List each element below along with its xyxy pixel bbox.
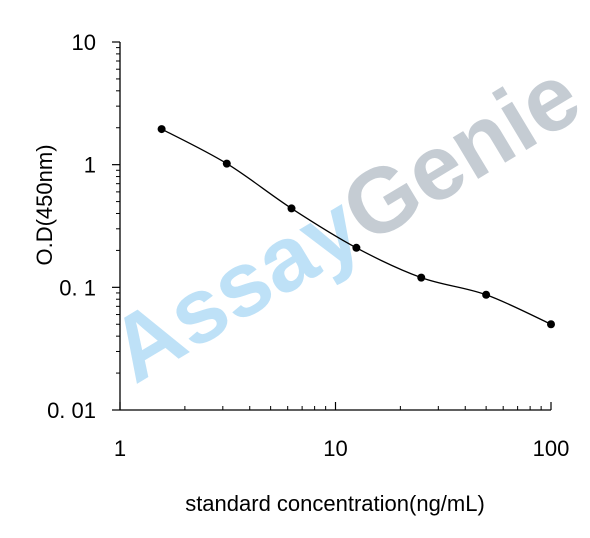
data-point (482, 290, 491, 299)
y-tick-label: 0. 1 (59, 275, 96, 300)
x-tick-label: 1 (114, 436, 126, 461)
data-point (157, 125, 166, 134)
plot-series (157, 125, 555, 329)
x-tick-label: 100 (533, 436, 570, 461)
watermark-text: AssayGenie (93, 43, 590, 402)
axes: 10 1 0. 1 0. 01 1 10 100 (47, 30, 569, 461)
data-point (417, 273, 426, 282)
y-tick-label: 10 (72, 30, 96, 55)
tick-labels: 10 1 0. 1 0. 01 1 10 100 (47, 30, 569, 461)
watermark-assay: Assay (93, 175, 378, 402)
watermark: AssayGenie (93, 43, 590, 402)
y-tick-label: 0. 01 (47, 398, 96, 423)
ticks (112, 41, 552, 411)
y-tick-label: 1 (84, 153, 96, 178)
y-axis-title: O.D(450nm) (32, 144, 57, 265)
data-point (287, 204, 296, 213)
data-point (222, 159, 231, 168)
data-point (352, 243, 361, 252)
data-point (547, 320, 555, 329)
x-axis-title: standard concentration(ng/mL) (185, 491, 485, 516)
x-tick-label: 10 (323, 436, 347, 461)
watermark-genie: Genie (325, 43, 590, 262)
